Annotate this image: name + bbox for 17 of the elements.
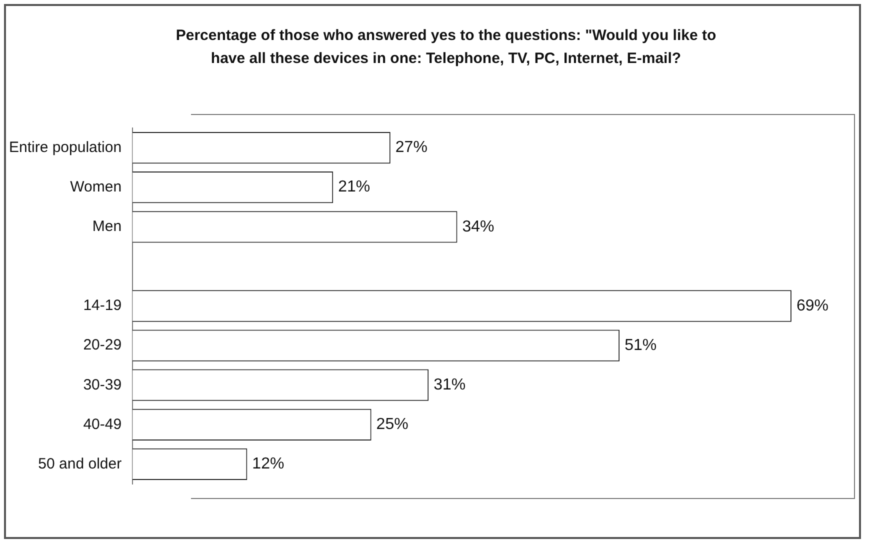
data-label: 25%	[376, 416, 408, 434]
y-tick-label: 30-39	[83, 376, 122, 394]
y-tick-label: 40-49	[83, 416, 122, 433]
chart-title: Percentage of those who answered yes to the questions: "Would you like to have all these devices in one: Telephone, TV, PC, Internet, E-mail?	[174, 26, 718, 69]
y-tick-label: Men	[92, 218, 122, 236]
y-tick-label: Women	[70, 178, 122, 196]
data-label: 27%	[395, 139, 428, 156]
data-label: 69%	[796, 297, 828, 314]
y-tick-label: Entire population	[8, 138, 122, 156]
y-tick-label: 14-19	[83, 297, 122, 314]
data-label: 21%	[338, 178, 370, 196]
y-tick-label: 50 and older	[38, 455, 122, 472]
data-label: 34%	[462, 218, 494, 236]
data-label: 12%	[252, 456, 284, 473]
data-label: 31%	[434, 376, 466, 394]
y-tick-label: 20-29	[83, 336, 122, 354]
data-label: 51%	[624, 336, 657, 354]
